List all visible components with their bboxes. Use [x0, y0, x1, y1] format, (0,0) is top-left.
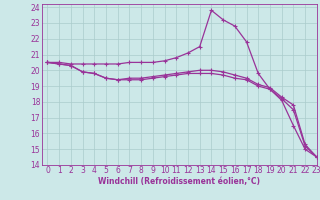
- X-axis label: Windchill (Refroidissement éolien,°C): Windchill (Refroidissement éolien,°C): [98, 177, 260, 186]
